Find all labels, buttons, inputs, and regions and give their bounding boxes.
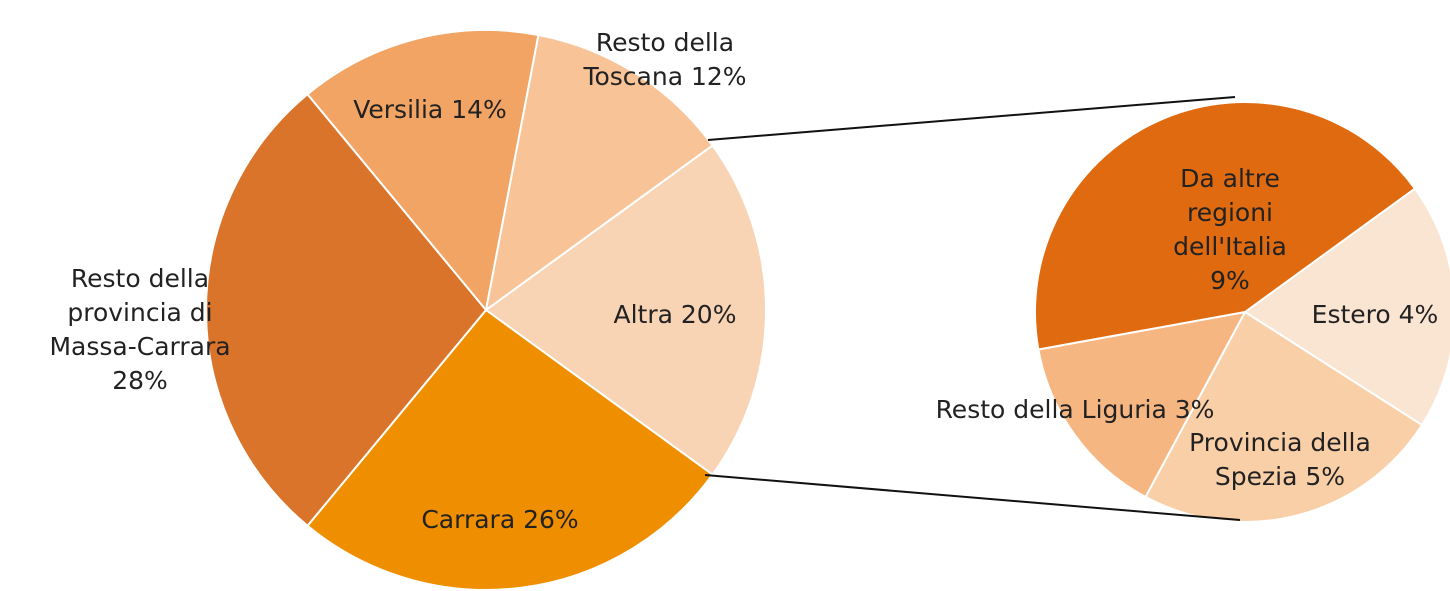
pie-slice bbox=[306, 308, 714, 591]
slice-label: Carrara 26% bbox=[380, 503, 620, 537]
slice-label: Estero 4% bbox=[1275, 298, 1450, 332]
category-name: Resto della Toscana bbox=[583, 28, 735, 91]
pie-slice bbox=[306, 29, 540, 313]
value-label: 9% bbox=[1210, 266, 1250, 295]
category-name: Resto della provincia di Massa-Carrara bbox=[49, 264, 231, 361]
slice-label: Provincia della Spezia 5% bbox=[1160, 426, 1400, 494]
pie-slice bbox=[1243, 187, 1450, 427]
value-label: 28% bbox=[112, 366, 168, 395]
slice-label: Resto della Toscana 12% bbox=[555, 26, 775, 94]
category-name: Da altre regioni dell'Italia bbox=[1173, 164, 1287, 261]
connector-line bbox=[707, 96, 1236, 141]
pie-slice bbox=[484, 33, 714, 313]
value-label: 14% bbox=[451, 95, 507, 124]
value-label: 5% bbox=[1305, 462, 1346, 491]
category-name: Carrara bbox=[421, 505, 516, 534]
pie-slice bbox=[1037, 310, 1247, 499]
value-label: 26% bbox=[523, 505, 579, 534]
pie-slice bbox=[1034, 101, 1417, 351]
pie-slice bbox=[1144, 310, 1424, 523]
category-name: Altra bbox=[613, 300, 673, 329]
category-name: Provincia della Spezia bbox=[1189, 428, 1371, 491]
slice-label: Da altre regioni dell'Italia 9% bbox=[1150, 162, 1310, 298]
slice-label: Altra 20% bbox=[575, 298, 775, 332]
pie-slice bbox=[484, 144, 768, 476]
connector-line bbox=[704, 474, 1241, 521]
value-label: 12% bbox=[690, 62, 747, 91]
slice-label: Resto della provincia di Massa-Carrara 2… bbox=[40, 262, 240, 398]
value-label: 20% bbox=[680, 300, 737, 329]
category-name: Versilia bbox=[353, 95, 444, 124]
pie-slice bbox=[204, 92, 488, 528]
category-name: Estero bbox=[1311, 300, 1391, 329]
value-label: 3% bbox=[1174, 395, 1215, 424]
value-label: 4% bbox=[1398, 300, 1439, 329]
slice-label: Resto della Liguria 3% bbox=[925, 393, 1225, 427]
category-name: Resto della Liguria bbox=[935, 395, 1167, 424]
slice-label: Versilia 14% bbox=[320, 93, 540, 127]
